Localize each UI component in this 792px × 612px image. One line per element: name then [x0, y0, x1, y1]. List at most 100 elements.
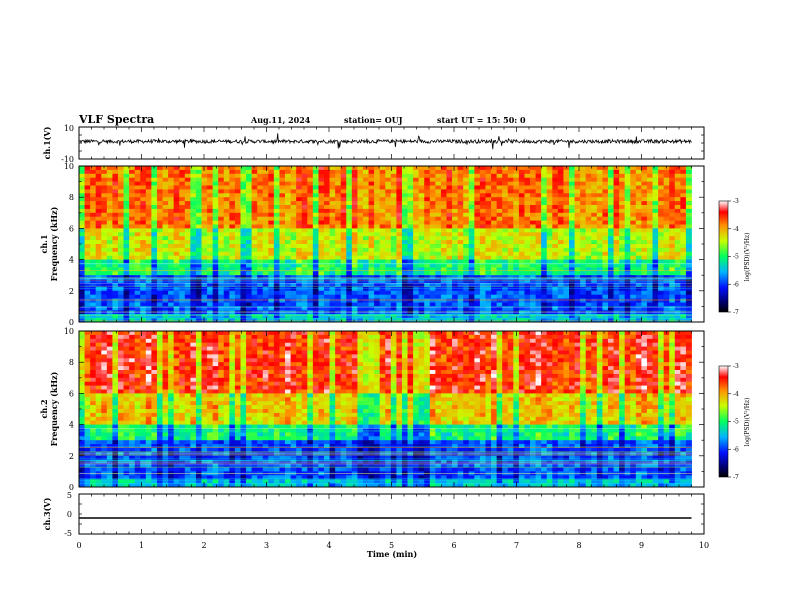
spectrogram-cell	[262, 166, 269, 171]
spectrogram-cell	[240, 205, 247, 210]
spectrogram-cell	[273, 259, 280, 264]
spectrogram-cell	[502, 224, 509, 229]
spectrogram-cell	[190, 279, 197, 284]
spectrogram-cell	[290, 318, 297, 323]
spectrogram-cell	[413, 232, 420, 237]
spectrogram-cell	[251, 166, 258, 171]
spectrogram-cell	[429, 338, 436, 344]
spectrogram-cell	[90, 224, 97, 229]
spectrogram-cell	[285, 244, 291, 249]
spectrogram-cell	[496, 279, 503, 284]
spectrogram-cell	[646, 334, 653, 340]
spectrogram-cell	[190, 334, 197, 340]
spectrogram-cell	[290, 271, 297, 276]
spectrogram-cell	[685, 224, 692, 229]
spectrogram-cell	[212, 279, 219, 284]
spectrogram-cell	[491, 298, 498, 303]
spectrogram-cell	[368, 290, 375, 296]
spectrogram-cell	[117, 302, 124, 307]
spectrogram-cell	[401, 205, 408, 210]
spectrogram-cell	[301, 283, 308, 288]
spectrogram-cell	[630, 283, 637, 288]
spectrogram-cell	[541, 220, 548, 225]
spectrogram-cell	[140, 263, 147, 268]
spectrogram-cell	[257, 220, 264, 225]
spectrogram-cell	[296, 216, 303, 221]
spectrogram-cell	[390, 216, 397, 221]
spectrogram-cell	[379, 205, 386, 210]
spectrogram-cell	[218, 318, 225, 323]
spectrogram-cell	[669, 286, 676, 292]
spectrogram-cell	[468, 334, 475, 340]
spectrogram-cell	[635, 205, 642, 210]
spectrogram-cell	[641, 318, 648, 323]
spectrogram-cell	[240, 181, 247, 186]
spectrogram-cell	[641, 263, 648, 268]
spectrogram-cell	[229, 279, 236, 284]
spectrogram-cell	[541, 263, 548, 268]
spectrogram-cell	[546, 318, 553, 323]
spectrogram-cell	[106, 216, 113, 221]
spectrogram-cell	[474, 189, 481, 194]
spectrogram-cell	[90, 259, 97, 264]
spectrogram-cell	[658, 267, 665, 272]
spectrogram-cell	[396, 240, 403, 245]
spectrogram-cell	[613, 279, 620, 284]
spectrogram-cell	[79, 240, 85, 245]
spectrogram-cell	[479, 279, 486, 284]
spectrogram-cell	[385, 173, 392, 179]
spectrogram-cell	[140, 177, 147, 182]
spectrogram-cell	[312, 185, 319, 190]
spectrogram-cell	[285, 197, 291, 202]
spectrogram-cell	[518, 251, 525, 257]
spectrogram-cell	[496, 193, 503, 198]
spectrogram-cell	[357, 271, 364, 276]
spectrogram-cell	[351, 197, 358, 202]
spectrogram-cell	[106, 244, 113, 249]
spectrogram-cell	[685, 334, 692, 340]
spectrogram-cell	[296, 314, 303, 319]
spectrogram-cell	[407, 220, 414, 225]
spectrogram-cell	[246, 298, 253, 303]
spectrogram-cell	[257, 279, 264, 284]
spectrogram-cell	[463, 279, 470, 284]
spectrogram-cell	[351, 208, 358, 214]
spectrogram-cell	[329, 228, 336, 233]
spectrogram-cell	[646, 306, 653, 311]
spectrogram-cell	[351, 334, 358, 340]
spectrogram-cell	[184, 201, 191, 206]
spectrogram-cell	[652, 290, 659, 296]
spectrogram-cell	[518, 189, 525, 194]
spectrogram-cell	[646, 255, 653, 260]
spectrogram-cell	[685, 193, 692, 198]
spectrogram-cell	[134, 259, 141, 264]
spectrogram-cell	[463, 263, 470, 268]
spectrogram-cell	[307, 220, 314, 225]
spectrogram-cell	[296, 169, 303, 175]
spectrogram-cell	[390, 220, 397, 225]
spectrogram-cell	[374, 166, 381, 171]
spectrogram-cell	[179, 294, 186, 299]
spectrogram-cell	[168, 331, 175, 336]
spectrogram-cell	[301, 220, 308, 225]
spectrogram-cell	[290, 166, 297, 171]
spectrogram-cell	[301, 259, 308, 264]
spectrogram-cell	[190, 306, 197, 311]
spectrogram-cell	[574, 306, 581, 311]
spectrogram-cell	[218, 279, 225, 284]
spectrogram-cell	[535, 263, 542, 268]
spectrogram-cell	[624, 177, 631, 182]
spectrogram-cell	[624, 181, 631, 186]
spectrogram-cell	[123, 189, 130, 194]
spectrogram-cell	[318, 279, 325, 284]
spectrogram-cell	[569, 208, 575, 214]
spectrogram-cell	[569, 197, 575, 202]
spectrogram-cell	[307, 208, 314, 214]
spectrogram-cell	[407, 255, 414, 260]
spectrogram-cell	[368, 334, 375, 340]
spectrogram-cell	[557, 201, 564, 206]
spectrogram-cell	[262, 331, 269, 336]
spectrogram-cell	[134, 286, 141, 292]
spectrogram-cell	[530, 173, 536, 179]
spectrogram-cell	[680, 306, 687, 311]
